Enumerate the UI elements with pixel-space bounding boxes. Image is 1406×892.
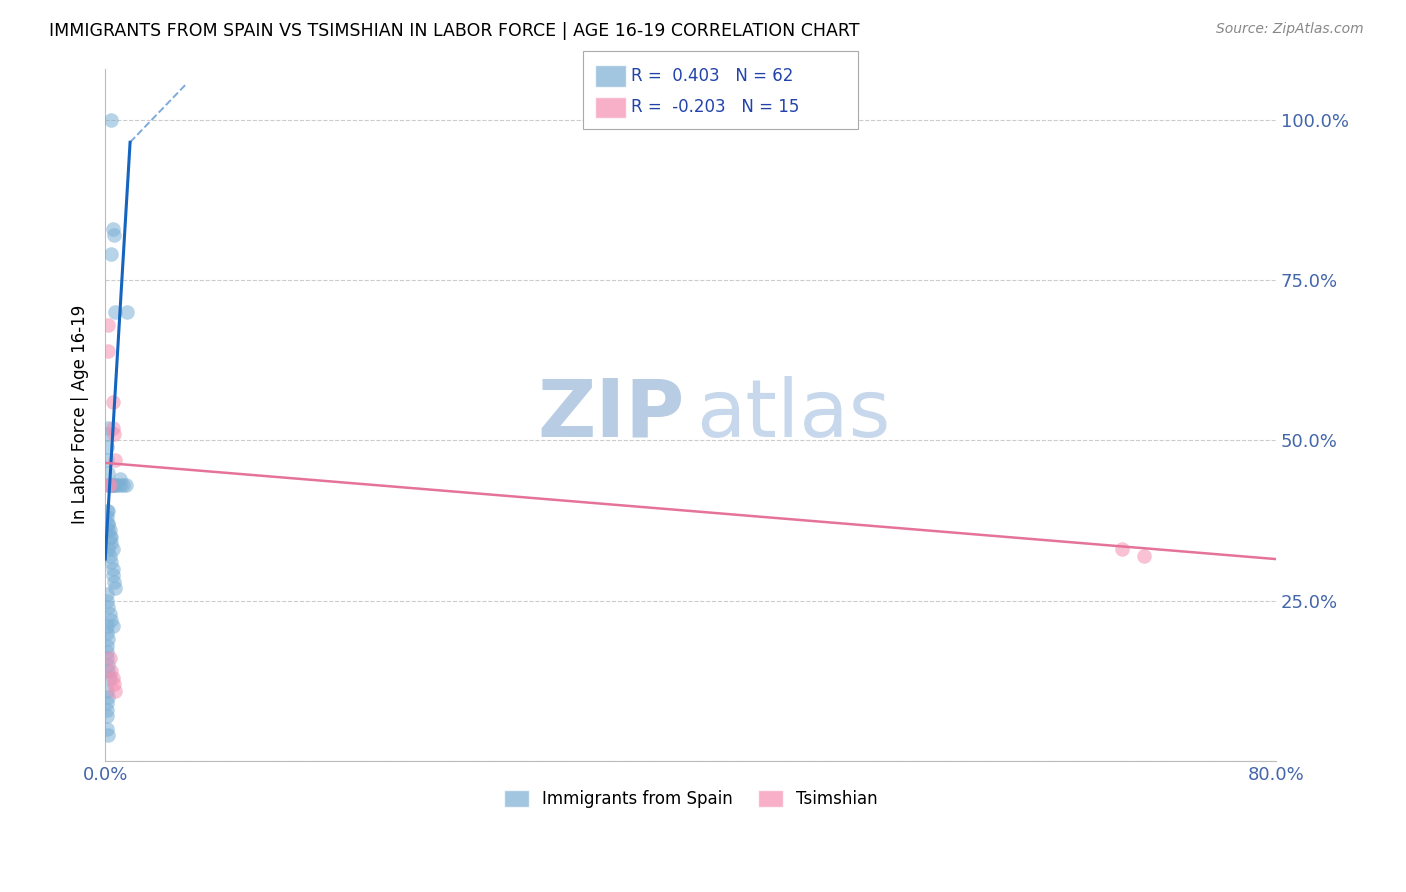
Point: [98, 530, 121, 544]
Point: [96, 440, 118, 454]
Text: Source: ZipAtlas.com: Source: ZipAtlas.com: [1216, 22, 1364, 37]
Point: [97, 600, 120, 615]
Point: [96, 427, 118, 442]
Point: [101, 420, 124, 434]
Point: [1111, 542, 1133, 557]
Point: [101, 562, 124, 576]
Point: [96, 709, 118, 723]
Point: [96, 504, 118, 518]
Point: [96, 639, 118, 653]
Point: [100, 247, 122, 261]
Point: [105, 478, 128, 492]
Point: [96, 452, 118, 467]
Point: [96, 722, 118, 736]
Point: [103, 228, 125, 243]
Point: [97, 665, 120, 679]
Point: [98, 478, 121, 492]
Point: [96, 683, 118, 698]
Point: [100, 665, 122, 679]
Text: atlas: atlas: [696, 376, 891, 454]
Point: [97, 478, 120, 492]
Point: [97, 420, 120, 434]
Point: [101, 671, 124, 685]
Point: [97, 728, 120, 742]
Point: [97, 504, 120, 518]
Point: [98, 478, 121, 492]
Point: [96, 697, 118, 711]
Point: [97, 343, 120, 358]
Point: [98, 651, 121, 665]
Point: [101, 478, 124, 492]
Point: [103, 478, 125, 492]
Point: [96, 625, 118, 640]
Point: [103, 427, 125, 442]
Point: [96, 510, 118, 524]
Point: [104, 683, 127, 698]
Point: [97, 466, 120, 480]
Point: [103, 677, 125, 691]
Point: [98, 607, 121, 621]
Point: [103, 574, 125, 589]
Point: [100, 112, 122, 127]
Point: [100, 555, 122, 569]
Point: [1133, 549, 1156, 563]
Point: [96, 619, 118, 633]
Point: [101, 542, 124, 557]
Point: [101, 568, 124, 582]
Point: [101, 395, 124, 409]
Point: [111, 478, 134, 492]
Point: [104, 452, 127, 467]
Point: [98, 523, 121, 537]
Point: [101, 619, 124, 633]
Text: R =  0.403   N = 62: R = 0.403 N = 62: [631, 67, 793, 85]
Text: R =  -0.203   N = 15: R = -0.203 N = 15: [631, 98, 800, 116]
Point: [98, 671, 121, 685]
Point: [96, 703, 118, 717]
Point: [97, 657, 120, 672]
Point: [100, 613, 122, 627]
Point: [97, 523, 120, 537]
Point: [97, 690, 120, 704]
Text: ZIP: ZIP: [537, 376, 685, 454]
Point: [104, 305, 127, 319]
Point: [104, 581, 127, 595]
Point: [97, 478, 120, 492]
Point: [100, 478, 122, 492]
Point: [100, 530, 122, 544]
Point: [97, 516, 120, 531]
Point: [103, 478, 125, 492]
Point: [97, 516, 120, 531]
Point: [96, 594, 118, 608]
Point: [97, 542, 120, 557]
Y-axis label: In Labor Force | Age 16-19: In Labor Force | Age 16-19: [72, 305, 89, 524]
Point: [101, 222, 124, 236]
Text: IMMIGRANTS FROM SPAIN VS TSIMSHIAN IN LABOR FORCE | AGE 16-19 CORRELATION CHART: IMMIGRANTS FROM SPAIN VS TSIMSHIAN IN LA…: [49, 22, 859, 40]
Point: [97, 632, 120, 647]
Point: [115, 305, 138, 319]
Point: [114, 478, 136, 492]
Point: [98, 549, 121, 563]
Point: [100, 536, 122, 550]
Point: [108, 472, 131, 486]
Point: [97, 318, 120, 332]
Point: [96, 651, 118, 665]
Legend: Immigrants from Spain, Tsimshian: Immigrants from Spain, Tsimshian: [496, 783, 884, 815]
Point: [96, 587, 118, 601]
Point: [108, 478, 131, 492]
Point: [96, 645, 118, 659]
